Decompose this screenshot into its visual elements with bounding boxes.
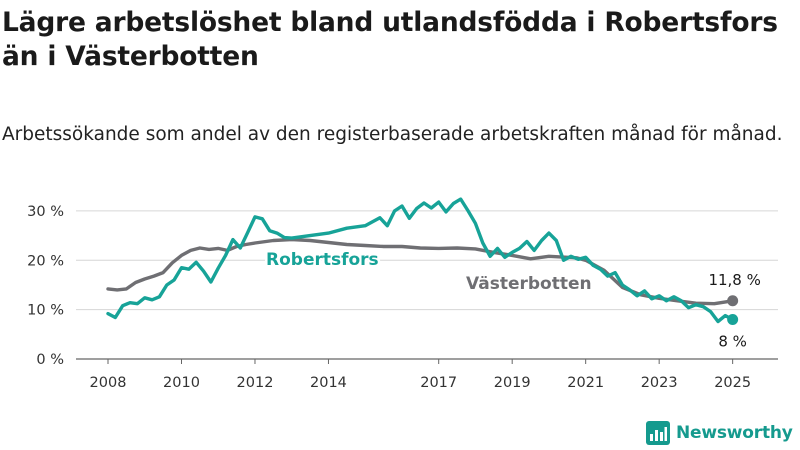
vasterbotten-end-value-label: 11,8 %	[708, 271, 760, 289]
robertsfors-end-marker	[727, 314, 739, 326]
y-tick-label: 0 %	[36, 352, 64, 368]
y-tick-label: 10 %	[27, 303, 64, 319]
grid-lines: 0 % 10 % 20 % 30 %	[27, 204, 778, 368]
robertsfors-line	[106, 197, 735, 324]
brand-name: Newsworthy	[676, 423, 793, 443]
robertsfors-series-label: Robertsfors	[266, 250, 379, 270]
x-tick-label: 2021	[567, 375, 604, 391]
x-axis: 2008 2010 2012 2014 2017 2019 2021 2023 2025	[90, 359, 751, 391]
newsworthy-brand: Newsworthy	[646, 419, 793, 447]
chart-subtitle: Arbetssökande som andel av den registerb…	[2, 124, 783, 145]
x-tick-label: 2010	[163, 375, 200, 391]
x-tick-label: 2014	[310, 375, 347, 391]
chart-labels: Västerbotten Robertsfors 11,8 % 8 %	[264, 248, 763, 353]
v-sterbotten-series-label: Västerbotten	[466, 274, 592, 294]
chart-title: Lägre arbetslöshet bland utlandsfödda i …	[2, 7, 778, 72]
y-tick-label: 30 %	[27, 204, 64, 220]
newsworthy-logo-icon	[646, 421, 670, 445]
robertsfors-end-value-label: 8 %	[718, 333, 747, 351]
series-lines	[106, 197, 739, 326]
x-tick-label: 2012	[237, 375, 274, 391]
v-sterbotten-end-marker	[727, 295, 739, 307]
x-tick-label: 2017	[420, 375, 457, 391]
x-tick-label: 2025	[714, 375, 751, 391]
y-tick-label: 20 %	[27, 253, 64, 269]
x-tick-label: 2008	[90, 375, 127, 391]
x-tick-label: 2019	[494, 375, 531, 391]
x-tick-label: 2023	[641, 375, 678, 391]
